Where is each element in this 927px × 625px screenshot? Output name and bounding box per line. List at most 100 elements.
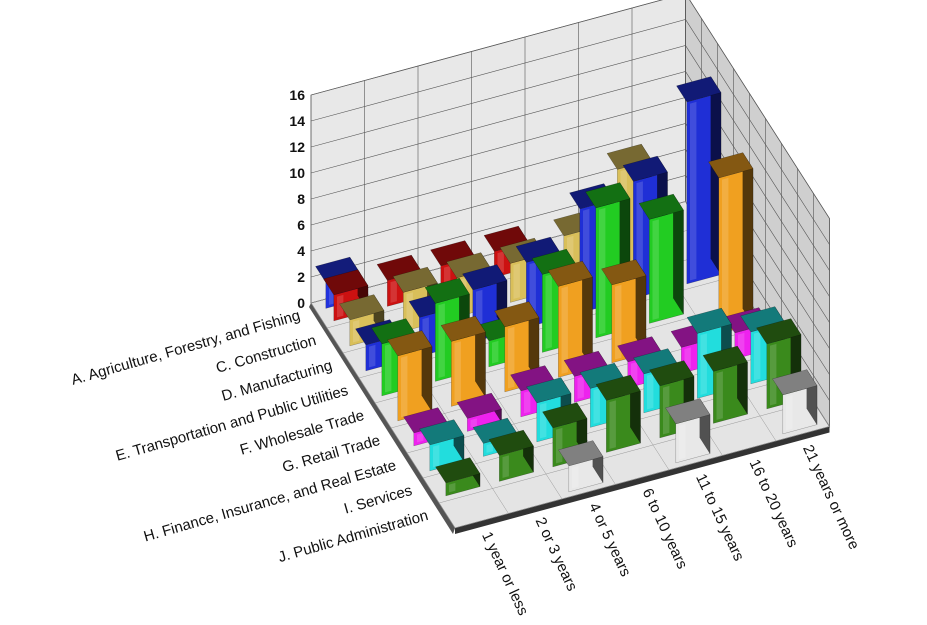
bar-highlight (502, 455, 509, 478)
bar-top-face (638, 193, 684, 220)
category-label: 11 to 15 years (692, 471, 747, 563)
bar-highlight (647, 373, 654, 410)
y-tick-label: 16 (289, 87, 305, 103)
bar-highlight (369, 344, 376, 368)
bar-highlight (786, 394, 793, 431)
bar-highlight (577, 376, 584, 399)
bar-top-face (456, 392, 502, 419)
bar (456, 392, 502, 432)
floor-gridline (454, 426, 830, 529)
bar (702, 345, 748, 424)
bar-top-face (585, 182, 631, 209)
y-tick-label: 12 (289, 139, 305, 155)
bar-highlight (700, 333, 707, 395)
bar (558, 439, 604, 493)
bar-highlight (690, 101, 697, 281)
bar-highlight (385, 343, 392, 393)
category-label: 6 to 10 years (639, 486, 691, 572)
floor-edge-left (309, 303, 455, 534)
bar-top-face (665, 398, 711, 425)
bar-highlight (540, 402, 547, 439)
bar-top-face (649, 360, 695, 387)
bar-top-face (494, 301, 540, 328)
bar-top-face (622, 155, 668, 182)
bar (772, 368, 818, 435)
bar-top-face (392, 266, 438, 293)
bar-highlight (513, 263, 520, 299)
bar-highlight (754, 331, 761, 381)
bar (708, 151, 754, 335)
category-label: 1 year or less (478, 529, 531, 618)
bar-top-face (772, 369, 818, 396)
bar (676, 75, 722, 285)
bar-highlight (615, 284, 622, 360)
bar (494, 300, 540, 393)
y-tick-label: 4 (297, 243, 305, 259)
bar-top-face (339, 294, 385, 321)
bar-highlight (572, 465, 579, 489)
bar-highlight (716, 371, 723, 420)
bar (601, 258, 647, 364)
bar (387, 329, 433, 422)
bar-highlight (433, 444, 440, 468)
bar-highlight (679, 423, 686, 460)
bar-top-face (419, 419, 465, 446)
bar-top-face (547, 260, 593, 287)
bar-highlight (545, 274, 552, 349)
bar-highlight (652, 219, 659, 320)
bar-top-face (756, 318, 802, 345)
bar-top-face (440, 315, 486, 342)
bar-top-face (686, 307, 732, 334)
bar-side-face (742, 151, 754, 326)
bar-highlight (449, 482, 456, 493)
bar-highlight (663, 385, 670, 435)
floor-gridline (310, 302, 456, 529)
bar (638, 193, 684, 324)
bar-top-face (601, 259, 647, 286)
bar-top-face (558, 440, 604, 467)
bar-top-face (542, 402, 588, 429)
bar-top-face (435, 457, 481, 484)
floor-edge-front (455, 426, 830, 534)
bar-highlight (593, 388, 600, 424)
bar-highlight (454, 341, 461, 403)
bar-highlight (353, 319, 360, 343)
category-label: 16 to 20 years (746, 457, 802, 550)
y-tick-label: 6 (297, 217, 305, 233)
category-label: 2 or 3 years (532, 515, 581, 594)
series-label: I. Services (342, 482, 414, 518)
bar-top-face (488, 429, 534, 456)
series-label: J. Public Administration (276, 507, 430, 566)
bar-top-face (424, 277, 470, 304)
bar-highlight (492, 340, 499, 364)
bar (440, 315, 486, 407)
bar-highlight (417, 432, 424, 443)
bar-top-face (708, 152, 754, 179)
bar (435, 456, 481, 497)
bar (488, 429, 534, 482)
bar-top-face (595, 374, 641, 401)
y-axis-ticks: 0 2 4 6 8 10 12 14 16 (289, 87, 305, 311)
bar-highlight (599, 207, 606, 335)
bar-highlight (438, 303, 445, 378)
bar-highlight (561, 286, 568, 374)
category-label: 21 years or more (799, 442, 862, 552)
bar-highlight (508, 326, 515, 389)
bar-highlight (486, 443, 493, 453)
bar-highlight (609, 400, 616, 449)
bar-top-face (676, 76, 722, 103)
bar-top-face (323, 269, 369, 296)
y-tick-label: 10 (289, 165, 305, 181)
floor-gridline (438, 401, 814, 504)
bar-top-face (526, 377, 572, 404)
bar-highlight (337, 294, 344, 318)
bar-highlight (556, 427, 563, 464)
y-tick-label: 0 (297, 295, 305, 311)
bar-highlight (524, 390, 531, 414)
bar-highlight (770, 343, 777, 406)
bar (665, 397, 711, 464)
bar (595, 374, 641, 453)
bar-highlight (722, 177, 729, 331)
y-tick-label: 2 (297, 269, 305, 285)
